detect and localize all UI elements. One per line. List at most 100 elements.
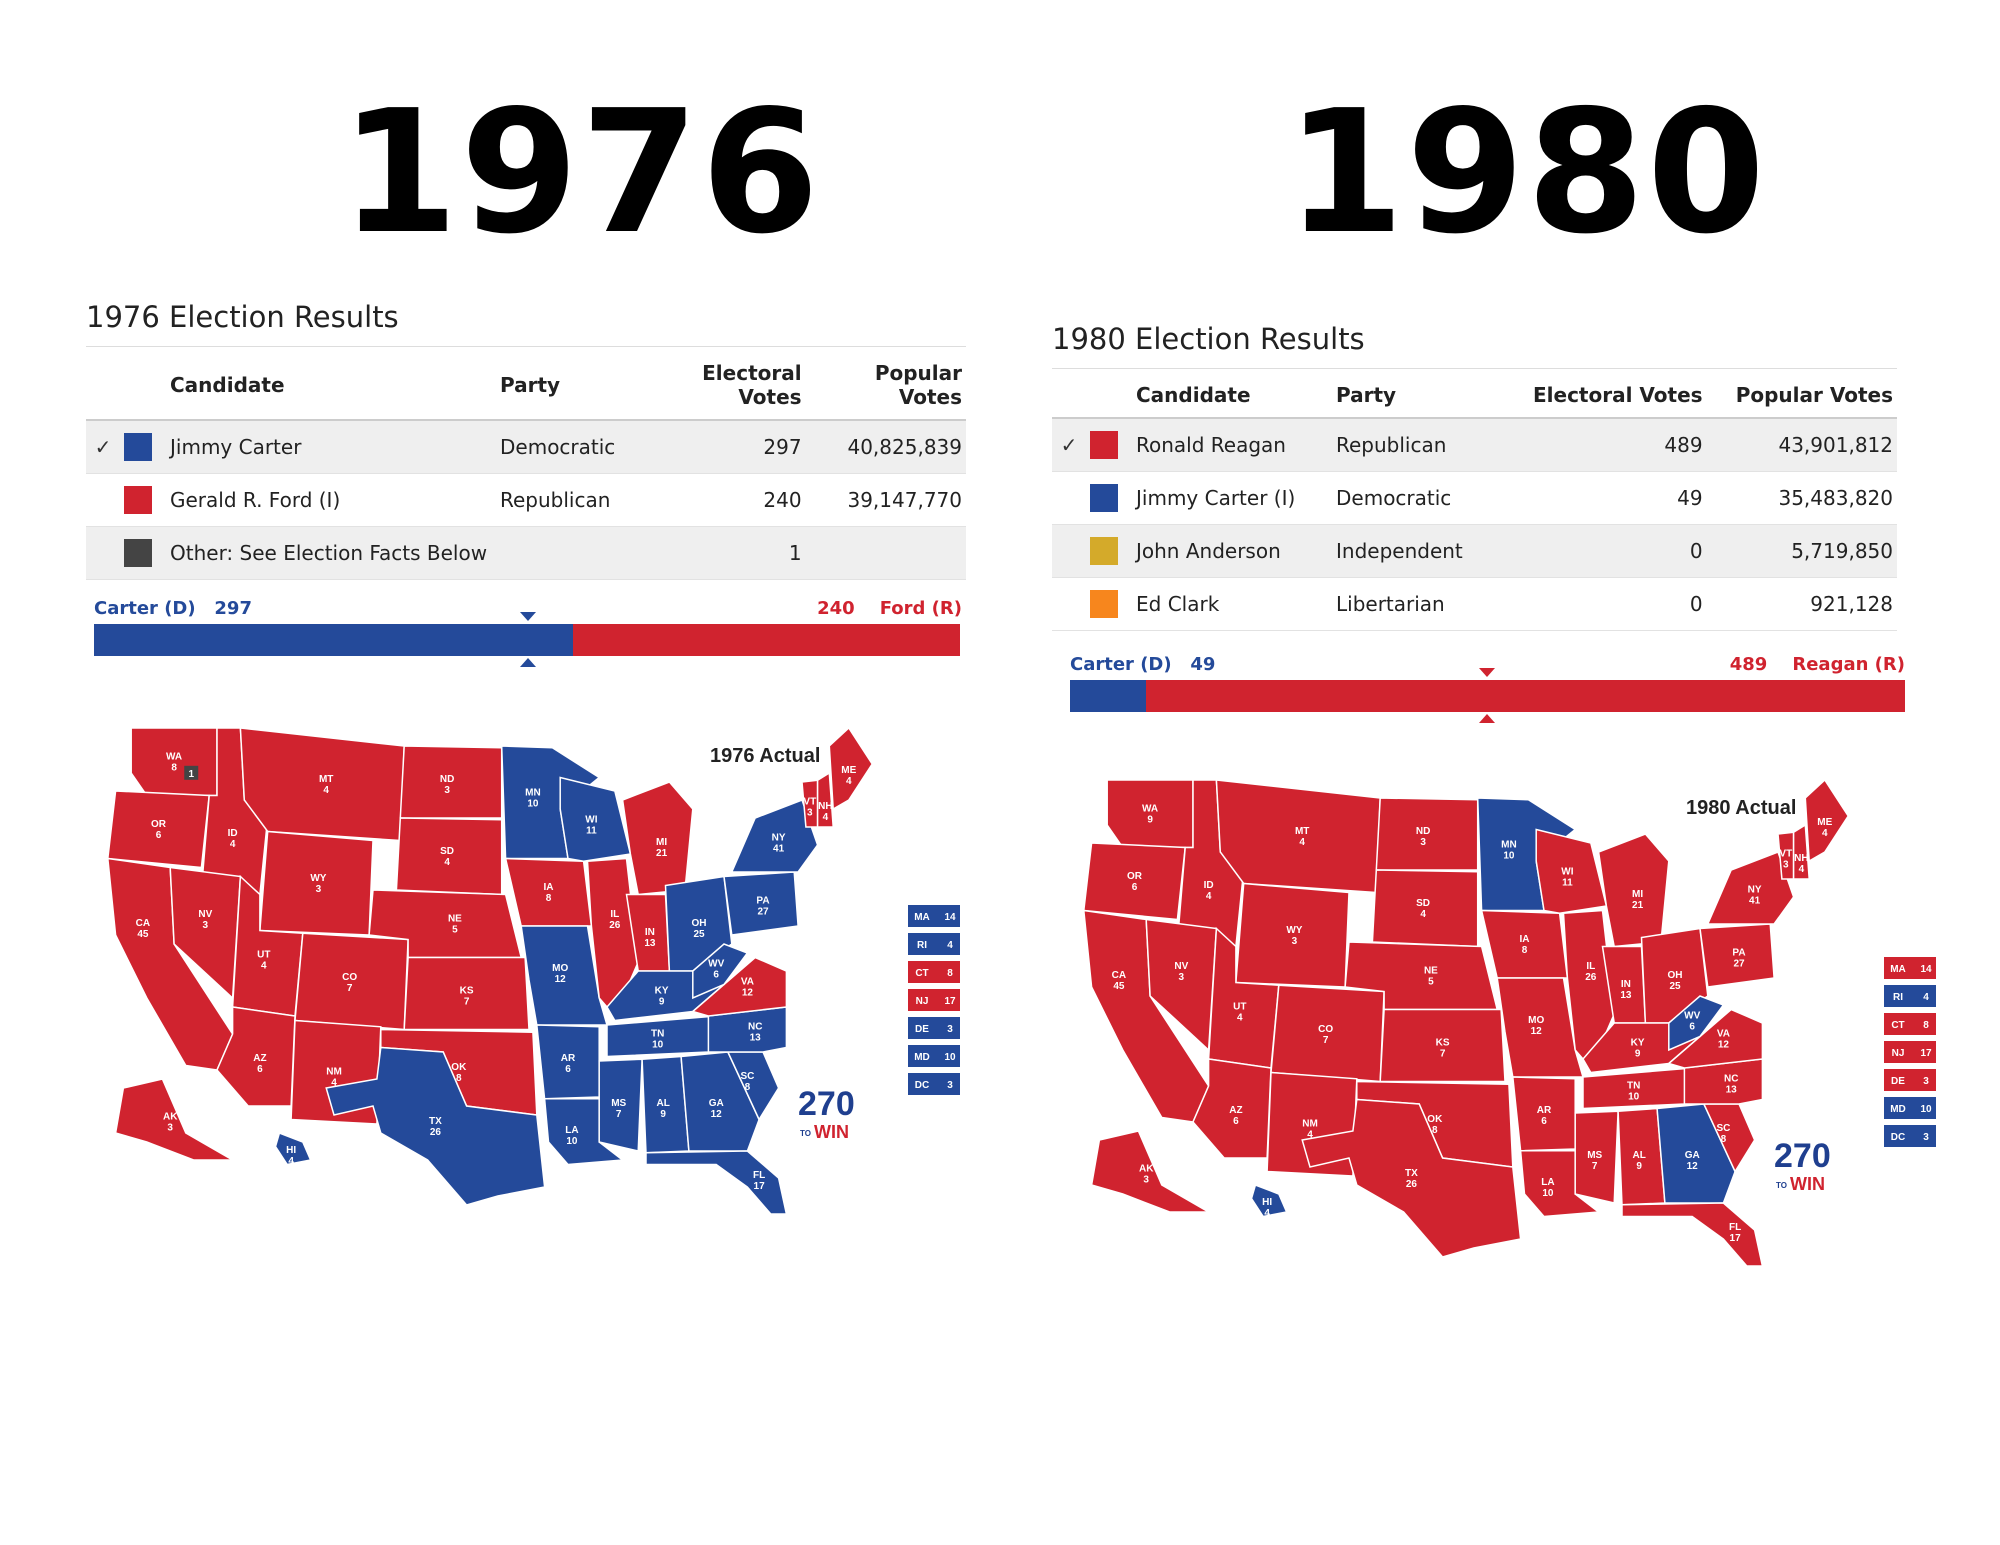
state-label-sd: SD <box>1416 898 1430 909</box>
state-ev-oh: 25 <box>1669 981 1681 992</box>
state-label-al: AL <box>1632 1150 1645 1161</box>
electoral-votes: 49 <box>1502 471 1707 525</box>
state-or[interactable] <box>1082 842 1187 921</box>
state-ev-ca: 45 <box>1113 981 1125 992</box>
small-state-box-nj[interactable] <box>1884 1041 1936 1063</box>
state-nd[interactable] <box>1375 797 1479 871</box>
winner-check-icon <box>1052 524 1086 578</box>
state-label-mt: MT <box>319 774 333 785</box>
state-me[interactable] <box>828 726 874 811</box>
state-ny[interactable] <box>730 799 819 873</box>
state-ks[interactable] <box>403 956 530 1031</box>
state-ak[interactable] <box>1090 1130 1212 1213</box>
state-mt[interactable] <box>239 727 405 842</box>
state-ev-nv: 3 <box>203 920 209 931</box>
small-state-box-nj[interactable] <box>908 989 960 1011</box>
table-row[interactable]: ✓ Jimmy Carter Democratic 297 40,825,839 <box>86 420 966 474</box>
table-row[interactable]: Gerald R. Ford (I) Republican 240 39,147… <box>86 473 966 527</box>
state-fl[interactable] <box>1621 1202 1764 1267</box>
state-me[interactable] <box>1804 778 1850 863</box>
electoral-votes: 240 <box>636 473 806 527</box>
state-nd[interactable] <box>399 745 503 819</box>
state-tx[interactable] <box>325 1046 546 1206</box>
state-label-fl: FL <box>1729 1222 1741 1233</box>
small-state-box-ct[interactable] <box>1884 1013 1936 1035</box>
state-fl[interactable] <box>645 1150 788 1215</box>
state-mt[interactable] <box>1215 779 1381 894</box>
state-ev-ak: 3 <box>1143 1175 1149 1186</box>
small-state-box-md[interactable] <box>908 1045 960 1067</box>
state-ny[interactable] <box>1706 851 1795 925</box>
state-ev-al: 9 <box>1636 1161 1642 1172</box>
state-ks[interactable] <box>1379 1008 1506 1083</box>
state-wv[interactable] <box>1668 995 1725 1052</box>
candidate-name: John Anderson <box>1132 524 1332 578</box>
small-state-box-ma[interactable] <box>1884 957 1936 979</box>
table-row[interactable]: Jimmy Carter (I) Democratic 49 35,483,82… <box>1052 471 1897 525</box>
state-label-il: IL <box>1586 961 1595 972</box>
party-name: Democratic <box>496 420 636 474</box>
state-tx[interactable] <box>1301 1098 1522 1258</box>
state-ev-in: 13 <box>644 938 656 949</box>
state-label-nv: NV <box>1174 961 1188 972</box>
state-ev-ak: 3 <box>167 1123 173 1134</box>
state-label-mo: MO <box>1528 1015 1544 1026</box>
small-state-ev-ct: 8 <box>1923 1020 1929 1031</box>
electoral-votes: 0 <box>1502 524 1707 578</box>
state-ev-ar: 6 <box>1541 1116 1547 1127</box>
state-ak[interactable] <box>114 1078 236 1161</box>
state-wi[interactable] <box>1535 828 1608 914</box>
state-pa[interactable] <box>1699 923 1775 988</box>
state-label-nd: ND <box>440 774 454 785</box>
party-name: Libertarian <box>1332 577 1502 631</box>
small-state-box-de[interactable] <box>1884 1069 1936 1091</box>
state-hi[interactable] <box>274 1132 312 1166</box>
table-row[interactable]: ✓ Ronald Reagan Republican 489 43,901,81… <box>1052 418 1897 472</box>
small-state-ev-ma: 14 <box>944 912 956 923</box>
table-row[interactable]: John Anderson Independent 0 5,719,850 <box>1052 524 1897 578</box>
state-label-ia: IA <box>1520 934 1530 945</box>
state-label-or: OR <box>1127 871 1143 882</box>
small-state-box-de[interactable] <box>908 1017 960 1039</box>
small-state-box-ri[interactable] <box>1884 985 1936 1007</box>
small-state-box-ri[interactable] <box>908 933 960 955</box>
small-state-box-md[interactable] <box>1884 1097 1936 1119</box>
state-wv[interactable] <box>692 943 749 1000</box>
state-ms[interactable] <box>598 1058 643 1152</box>
small-state-box-dc[interactable] <box>908 1073 960 1095</box>
results-panel-1976: 1976 Election Results Candidate Party El… <box>86 300 966 580</box>
state-label-va: VA <box>1717 1029 1730 1040</box>
state-label-or: OR <box>151 819 167 830</box>
small-state-box-ma[interactable] <box>908 905 960 927</box>
state-nh[interactable] <box>816 771 835 828</box>
electoral-votes: 489 <box>1502 418 1707 472</box>
state-label-pa: PA <box>756 896 769 907</box>
state-pa[interactable] <box>723 871 799 936</box>
state-label-ky: KY <box>1631 1038 1645 1049</box>
table-row[interactable]: Other: See Election Facts Below 1 <box>86 526 966 580</box>
logo-270-word: WIN <box>1790 1174 1825 1194</box>
table-row[interactable]: Ed Clark Libertarian 0 921,128 <box>1052 577 1897 631</box>
state-label-me: ME <box>841 765 856 776</box>
party-header: Party <box>1332 369 1502 419</box>
party-name: Democratic <box>1332 471 1502 525</box>
state-or[interactable] <box>106 790 211 869</box>
state-wi[interactable] <box>559 776 632 862</box>
map-caption: 1980 Actual <box>1686 797 1796 819</box>
state-hi[interactable] <box>1250 1184 1288 1218</box>
candidate-name: Ronald Reagan <box>1132 418 1332 472</box>
state-label-ca: CA <box>136 918 150 929</box>
small-state-box-dc[interactable] <box>1884 1125 1936 1147</box>
state-ev-co: 7 <box>1323 1035 1329 1046</box>
state-ev-wi: 11 <box>1562 878 1573 889</box>
small-state-ev-ri: 4 <box>1923 992 1929 1003</box>
small-state-ev-dc: 3 <box>1923 1132 1929 1143</box>
state-label-ks: KS <box>460 986 474 997</box>
electoral-header: Electoral Votes <box>1502 369 1707 419</box>
small-state-ev-ma: 14 <box>1920 964 1932 975</box>
state-nh[interactable] <box>1792 823 1811 880</box>
small-state-box-ct[interactable] <box>908 961 960 983</box>
state-ev-me: 4 <box>1822 828 1828 839</box>
state-ms[interactable] <box>1574 1110 1619 1204</box>
state-label-wa: WA <box>1142 804 1158 815</box>
